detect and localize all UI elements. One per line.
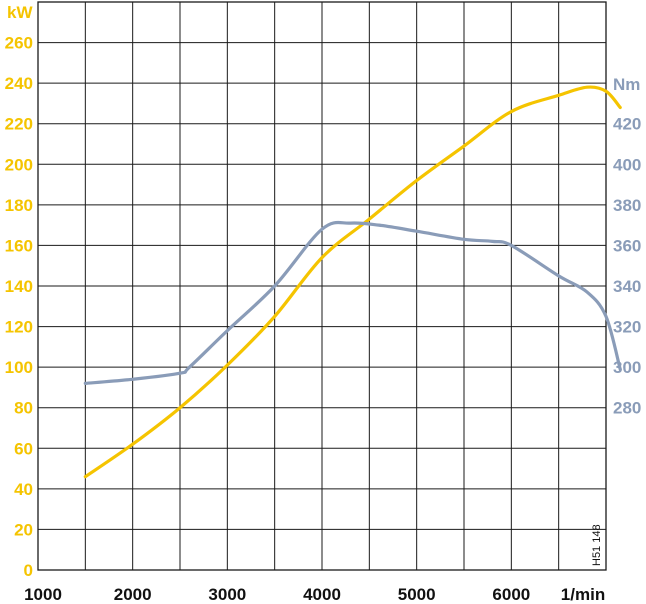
y-left-tick-label: 160 xyxy=(5,236,33,255)
x-tick-label: 3000 xyxy=(208,585,246,604)
y-left-tick-label: 100 xyxy=(5,358,33,377)
y-left-tick-label: 220 xyxy=(5,115,33,134)
y-left-tick-label: 240 xyxy=(5,74,33,93)
y-right-tick-label: 340 xyxy=(613,277,641,296)
y-left-tick-label: 180 xyxy=(5,196,33,215)
y-right-tick-label: 320 xyxy=(613,318,641,337)
torque-curve-line xyxy=(83,220,622,385)
y-right-tick-label: 360 xyxy=(613,236,641,255)
y-left-tick-label: 200 xyxy=(5,155,33,174)
y-right-tick-label: 420 xyxy=(613,115,641,134)
y-right-tick-label: 400 xyxy=(613,155,641,174)
x-tick-label: 5000 xyxy=(398,585,436,604)
y-left-tick-label: 260 xyxy=(5,34,33,53)
y-right-tick-label: 380 xyxy=(613,196,641,215)
x-tick-label: 2000 xyxy=(114,585,152,604)
tick-labels: 0 20 40 60 80 100 120 140 160 180 200 220 240 260 kW 28… xyxy=(5,3,642,604)
y-left-unit-label: kW xyxy=(7,3,33,22)
x-tick-label: 1000 xyxy=(24,585,62,604)
x-unit-label: 1/min xyxy=(561,585,605,604)
diagram-code-label: H51 148 xyxy=(591,524,603,566)
y-left-tick-label: 0 xyxy=(24,561,33,580)
power-curve-line xyxy=(83,85,622,479)
x-tick-label: 4000 xyxy=(303,585,341,604)
plot-frame xyxy=(37,1,607,571)
y-left-tick-label: 60 xyxy=(14,439,33,458)
y-right-unit-label: Nm xyxy=(613,75,640,94)
x-tick-label: 6000 xyxy=(492,585,530,604)
y-left-tick-label: 80 xyxy=(14,399,33,418)
y-left-tick-label: 120 xyxy=(5,318,33,337)
y-right-tick-label: 280 xyxy=(613,399,641,418)
y-left-tick-label: 40 xyxy=(14,480,33,499)
series-layer xyxy=(83,85,622,479)
grid xyxy=(37,1,607,571)
y-right-tick-label: 300 xyxy=(613,358,641,377)
y-left-tick-label: 140 xyxy=(5,277,33,296)
y-left-tick-label: 20 xyxy=(14,520,33,539)
